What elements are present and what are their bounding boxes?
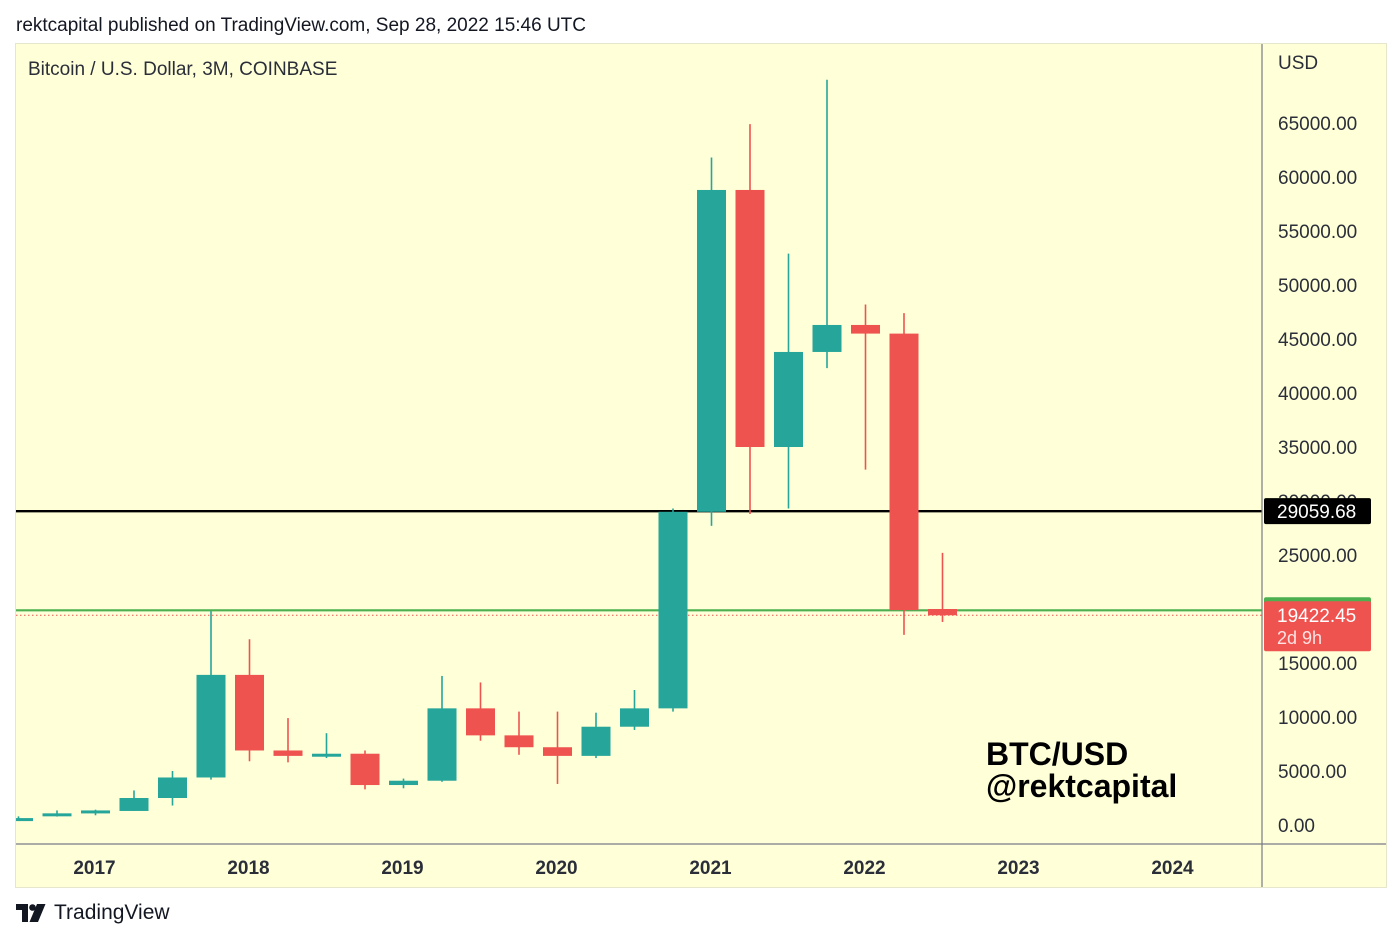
price-tick-label: 60000.00 <box>1278 168 1357 189</box>
time-tick-label: 2023 <box>997 858 1039 879</box>
price-tick-label: 35000.00 <box>1278 438 1357 459</box>
candle-body <box>312 753 341 757</box>
candle[interactable] <box>889 313 919 635</box>
candle-body <box>774 351 803 447</box>
time-tick-label: 2019 <box>381 858 423 879</box>
candle-body <box>119 798 149 811</box>
candle-body <box>581 726 611 756</box>
candle-body <box>158 777 187 798</box>
candle-body <box>735 189 765 447</box>
candle-body <box>235 674 264 751</box>
price-tick-label: 45000.00 <box>1278 330 1357 351</box>
candle-body <box>889 333 919 611</box>
candle-body <box>812 324 842 352</box>
candle-body <box>81 810 110 814</box>
currency-label: USD <box>1278 53 1319 74</box>
candle[interactable] <box>119 790 149 811</box>
candle[interactable] <box>158 771 187 806</box>
price-tick-label: 50000.00 <box>1278 276 1357 297</box>
candle-body <box>466 708 495 736</box>
last-price-countdown: 2d 9h <box>1277 628 1322 648</box>
candle-body <box>851 324 880 334</box>
candlestick-chart[interactable]: 65000.00 60000.00 55000.00 50000.00 45000.00… <box>16 44 1386 887</box>
symbol-title[interactable]: Bitcoin / U.S. Dollar, 3M, COINBASE <box>28 59 338 80</box>
level-label-black: 29059.68 <box>1264 498 1371 525</box>
candle-body <box>504 735 534 748</box>
price-tick-label: 10000.00 <box>1278 708 1357 729</box>
candle-body <box>273 750 303 756</box>
candle[interactable] <box>620 690 649 730</box>
watermark-line-1: BTC/USD <box>986 736 1129 772</box>
time-tick-label: 2017 <box>73 858 115 879</box>
candle[interactable] <box>427 675 457 782</box>
last-price-value: 19422.45 <box>1277 606 1356 627</box>
candle[interactable] <box>735 124 765 514</box>
tradingview-brand: TradingView <box>54 901 170 924</box>
price-tick-label: 55000.00 <box>1278 222 1357 243</box>
candle[interactable] <box>196 611 226 780</box>
tradingview-logo[interactable]: TradingView <box>16 901 170 925</box>
candle-body <box>389 780 418 786</box>
time-tick-label: 2021 <box>689 858 732 879</box>
level-label-black-bg <box>1264 498 1371 525</box>
price-tick-label: 5000.00 <box>1278 762 1347 783</box>
candle-body <box>620 708 649 727</box>
price-tick-label: 65000.00 <box>1278 114 1357 135</box>
time-tick-label: 2022 <box>843 858 885 879</box>
candle[interactable] <box>812 79 842 369</box>
candle[interactable] <box>851 304 880 470</box>
candle[interactable] <box>928 552 957 622</box>
candle-body <box>16 818 33 822</box>
candle[interactable] <box>658 508 688 712</box>
chart-frame[interactable]: 65000.00 60000.00 55000.00 50000.00 45000.00… <box>15 43 1387 888</box>
level-label-black-text: 29059.68 <box>1277 502 1356 523</box>
price-tick-label: 15000.00 <box>1278 654 1357 675</box>
candle-body <box>42 813 72 817</box>
tradingview-logo-icon <box>16 904 46 922</box>
time-tick-label: 2024 <box>1151 858 1194 879</box>
watermark-line-2: @rektcapital <box>986 768 1178 804</box>
candle-body <box>350 753 380 786</box>
candle[interactable] <box>543 711 572 784</box>
price-tick-label: 25000.00 <box>1278 546 1357 567</box>
candle-body <box>658 511 688 709</box>
candle[interactable] <box>581 712 611 759</box>
price-tick-label: 0.00 <box>1278 816 1315 837</box>
candle[interactable] <box>389 778 418 789</box>
last-price-label-bg <box>1264 601 1371 652</box>
candle[interactable] <box>81 809 110 816</box>
candle[interactable] <box>312 733 341 759</box>
candle[interactable] <box>350 750 380 790</box>
candle-body <box>543 747 572 756</box>
candle[interactable] <box>16 816 33 822</box>
candle-body <box>196 674 226 778</box>
price-tick-label: 40000.00 <box>1278 384 1357 405</box>
candle-body <box>427 708 457 781</box>
watermark: BTC/USD @rektcapital <box>986 738 1177 802</box>
candle[interactable] <box>466 682 495 741</box>
time-tick-label: 2020 <box>535 858 577 879</box>
published-line: rektcapital published on TradingView.com… <box>16 15 586 36</box>
candle[interactable] <box>697 157 726 526</box>
candle[interactable] <box>235 639 264 762</box>
candle[interactable] <box>273 718 303 763</box>
time-tick-label: 2018 <box>227 858 269 879</box>
candle[interactable] <box>42 810 72 817</box>
candle[interactable] <box>504 711 534 755</box>
candle-body <box>928 609 957 616</box>
candle-body <box>697 189 726 512</box>
candle[interactable] <box>774 253 803 509</box>
